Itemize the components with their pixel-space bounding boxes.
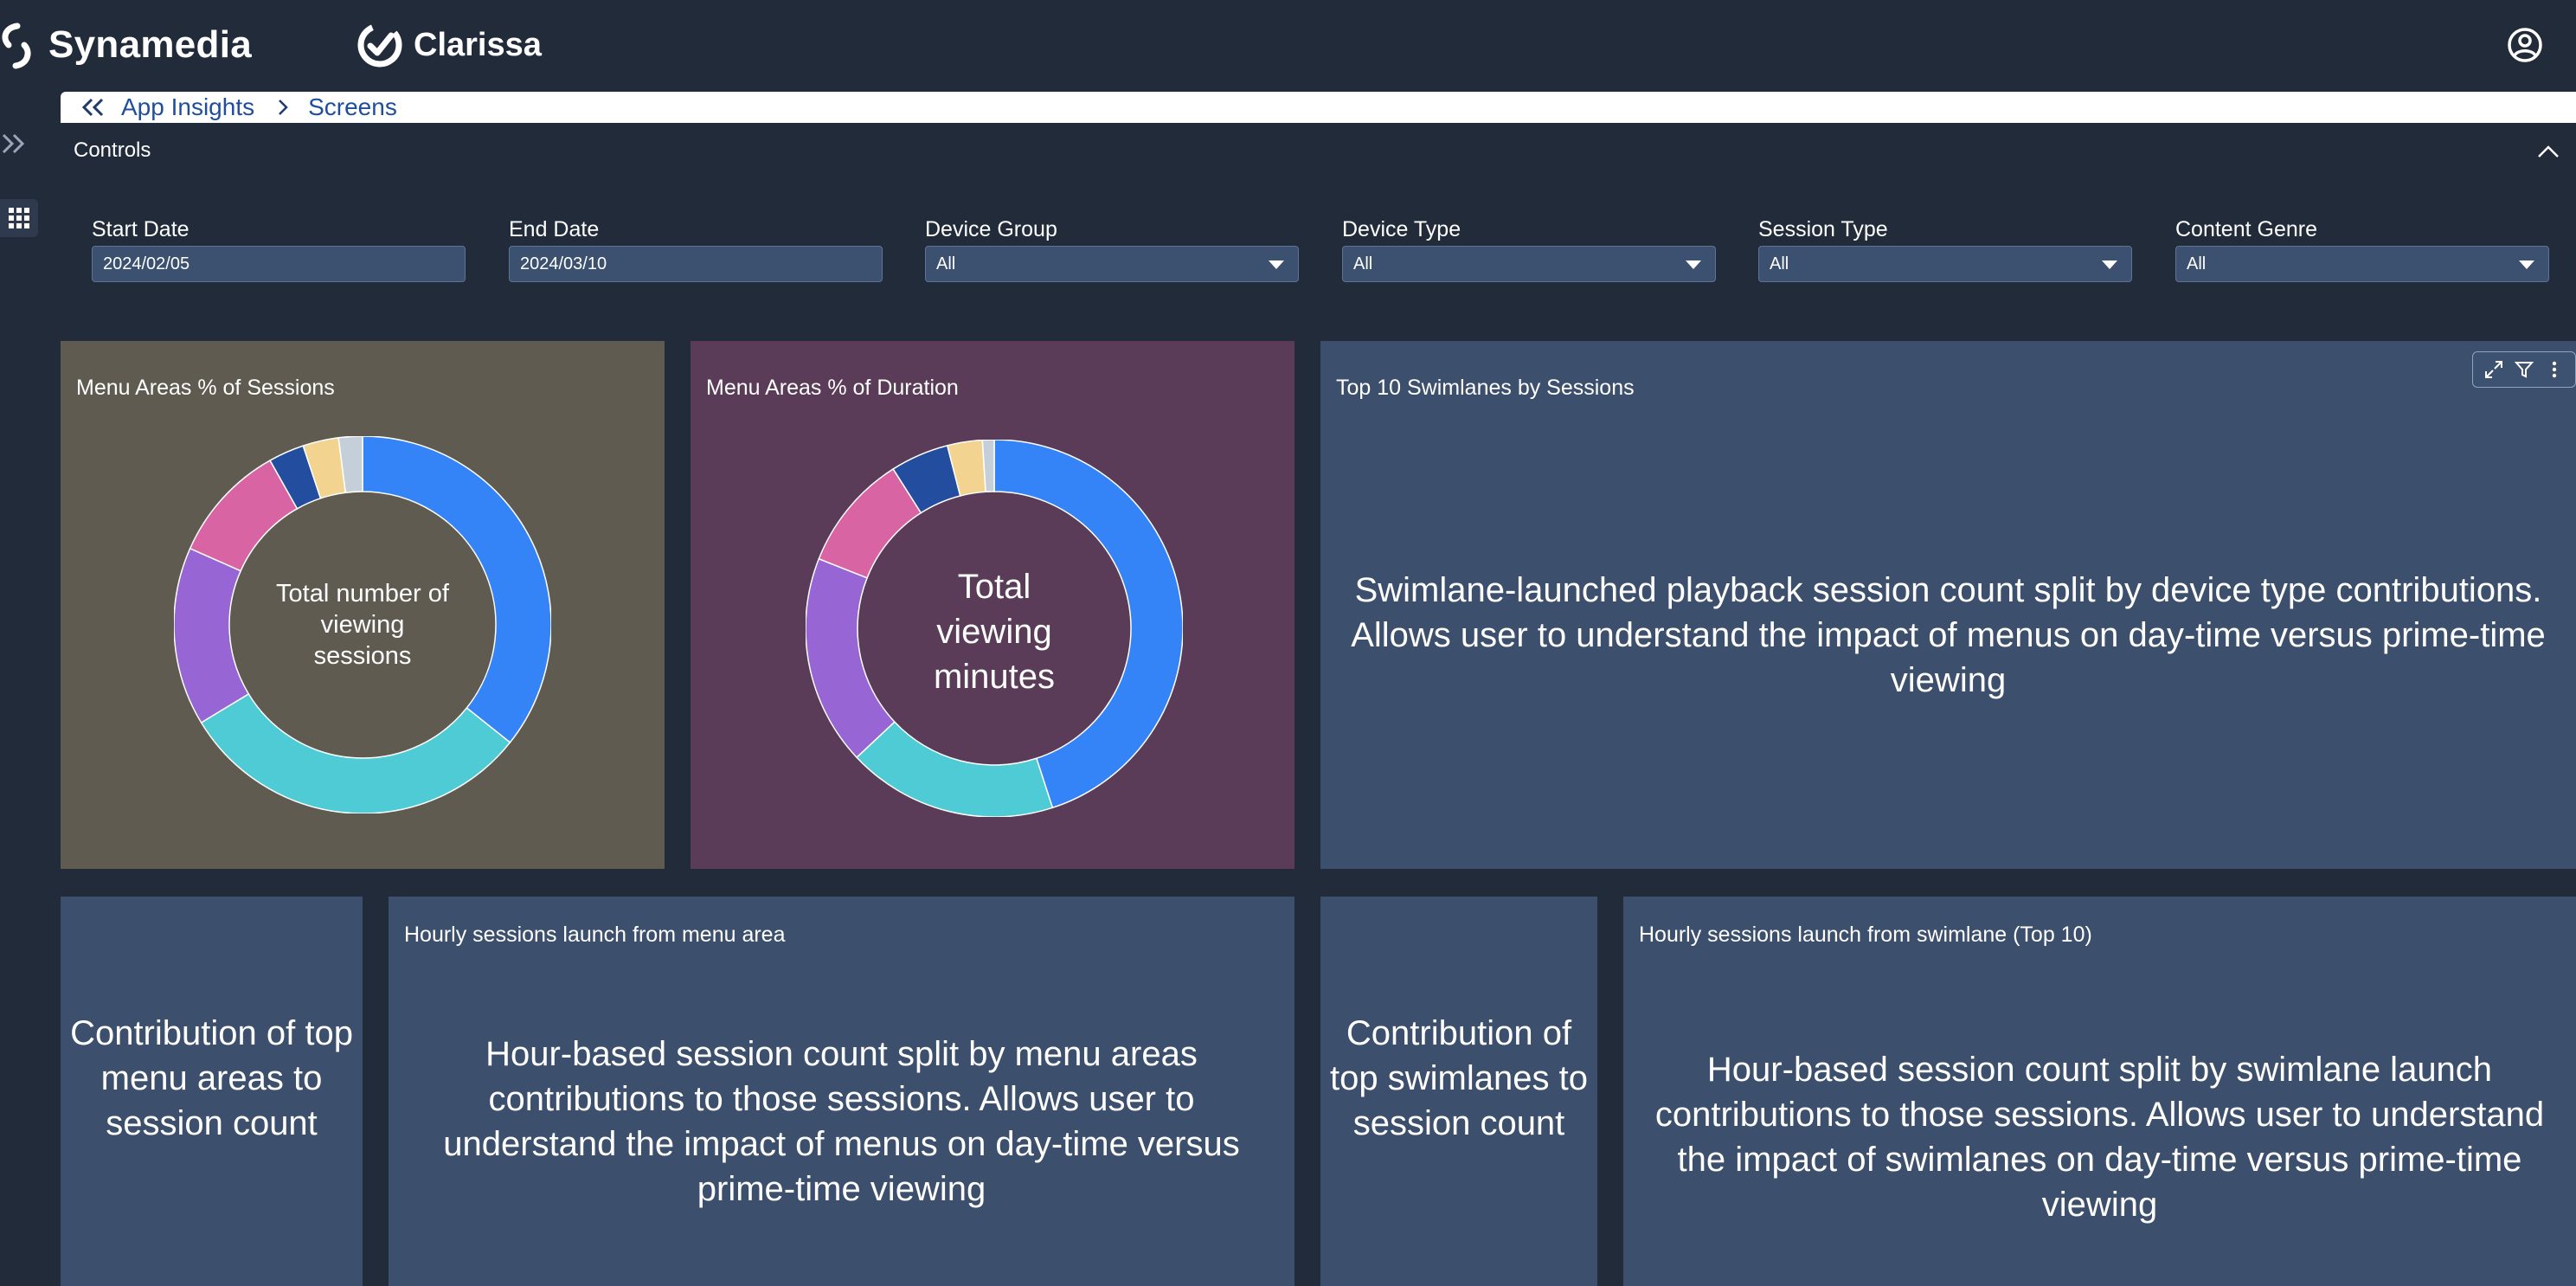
session-type-field: Session Type All [1758, 215, 2132, 282]
product-name: Clarissa [414, 26, 542, 63]
start-date-input[interactable]: 2024/02/05 [92, 246, 466, 282]
panel-toolbar [2472, 351, 2576, 388]
top-bar: Synamedia Clarissa [0, 0, 2576, 92]
device-group-field: Device Group All [925, 215, 1299, 282]
session-type-select[interactable]: All [1758, 246, 2132, 282]
panel-title: Hourly sessions launch from menu area [404, 923, 786, 947]
content-genre-value: All [2187, 254, 2207, 273]
panel-description: Contribution of top swimlanes to session… [1330, 1014, 1588, 1142]
end-date-label: End Date [509, 217, 600, 241]
hourly-swimlane-panel: Hourly sessions launch from swimlane (To… [1623, 897, 2576, 1286]
clarissa-check-icon [357, 23, 402, 68]
expand-sidebar-icon[interactable] [0, 128, 31, 159]
end-date-input[interactable]: 2024/03/10 [509, 246, 883, 282]
contrib-menu-panel: Contribution of top menu areas to sessio… [61, 897, 363, 1286]
donut-segment-3[interactable] [174, 547, 250, 724]
device-type-field: Device Type All [1342, 215, 1716, 282]
panel-title: Menu Areas % of Duration [706, 376, 959, 400]
filter-icon [2514, 362, 2534, 378]
device-group-select[interactable]: All [925, 246, 1299, 282]
caret-down-icon [1686, 260, 1701, 269]
donut-segment-7[interactable] [337, 436, 363, 494]
end-date-value: 2024/03/10 [520, 254, 607, 273]
collapse-back-icon[interactable] [81, 98, 106, 117]
panel-title: Menu Areas % of Sessions [76, 376, 335, 400]
menu-sessions-panel: Menu Areas % of Sessions Total number of… [61, 341, 665, 869]
chevron-up-icon[interactable] [2535, 140, 2561, 163]
start-date-value: 2024/02/05 [103, 254, 190, 273]
controls-title: Controls [74, 138, 151, 162]
device-group-value: All [936, 254, 956, 273]
device-type-label: Device Type [1342, 217, 1461, 241]
donut-segment-7[interactable] [981, 440, 995, 493]
content-genre-label: Content Genre [2175, 217, 2317, 241]
filter-button[interactable] [2512, 357, 2536, 382]
donut-segment-1[interactable] [362, 436, 551, 743]
synamedia-mark-icon [2, 23, 31, 69]
sessions-donut-chart [174, 436, 551, 813]
end-date-field: End Date 2024/03/10 [509, 215, 883, 282]
more-options-button[interactable] [2542, 357, 2566, 382]
expand-button[interactable] [2482, 357, 2506, 382]
device-type-select[interactable]: All [1342, 246, 1716, 282]
menu-duration-panel: Menu Areas % of Duration Total viewing m… [691, 341, 1294, 869]
donut-segment-2[interactable] [200, 692, 511, 813]
device-group-label: Device Group [925, 217, 1057, 241]
clarissa-logo[interactable]: Clarissa [357, 19, 542, 71]
session-type-label: Session Type [1758, 217, 1888, 241]
breadcrumb-screens[interactable]: Screens [308, 93, 397, 120]
more-vertical-icon [2553, 361, 2557, 378]
expand-icon [2484, 361, 2502, 378]
brand-name: Synamedia [48, 23, 253, 66]
panel-title: Top 10 Swimlanes by Sessions [1336, 376, 1635, 400]
panel-description: Hour-based session count split by menu a… [443, 1035, 1240, 1208]
breadcrumb: App Insights Screens [61, 92, 2576, 123]
device-type-value: All [1353, 254, 1373, 273]
donut-segment-2[interactable] [856, 721, 1054, 817]
duration-donut-chart [806, 440, 1183, 817]
caret-down-icon [1269, 260, 1284, 269]
user-circle-icon[interactable] [2506, 26, 2544, 64]
content-genre-select[interactable]: All [2175, 246, 2549, 282]
start-date-field: Start Date 2024/02/05 [92, 215, 466, 282]
synamedia-logo[interactable]: Synamedia [0, 17, 252, 73]
hourly-menu-panel: Hourly sessions launch from menu area Ho… [389, 897, 1294, 1286]
caret-down-icon [2519, 260, 2534, 269]
panel-description: Hour-based session count split by swimla… [1654, 1051, 2545, 1224]
panel-description: Contribution of top menu areas to sessio… [70, 1014, 353, 1142]
contrib-swimlanes-panel: Contribution of top swimlanes to session… [1320, 897, 1597, 1286]
panel-title: Hourly sessions launch from swimlane (To… [1639, 923, 2092, 947]
top-swimlanes-panel: Top 10 Swimlanes by Sessions Swimlane-la… [1320, 341, 2576, 869]
session-type-value: All [1770, 254, 1789, 273]
donut-center-label: Total number of viewing sessions [276, 580, 449, 670]
donut-segment-3[interactable] [806, 557, 896, 759]
chevron-right-icon [279, 100, 288, 115]
breadcrumb-app-insights[interactable]: App Insights [121, 93, 255, 120]
panel-description: Swimlane-launched playback session count… [1351, 571, 2546, 699]
content-genre-field: Content Genre All [2175, 215, 2549, 282]
apps-grid-button[interactable] [0, 199, 38, 237]
start-date-label: Start Date [92, 217, 190, 241]
caret-down-icon [2102, 260, 2117, 269]
apps-grid-icon [9, 208, 29, 228]
donut-segment-1[interactable] [993, 440, 1183, 809]
donut-center-label: Total viewing minutes [933, 568, 1056, 696]
